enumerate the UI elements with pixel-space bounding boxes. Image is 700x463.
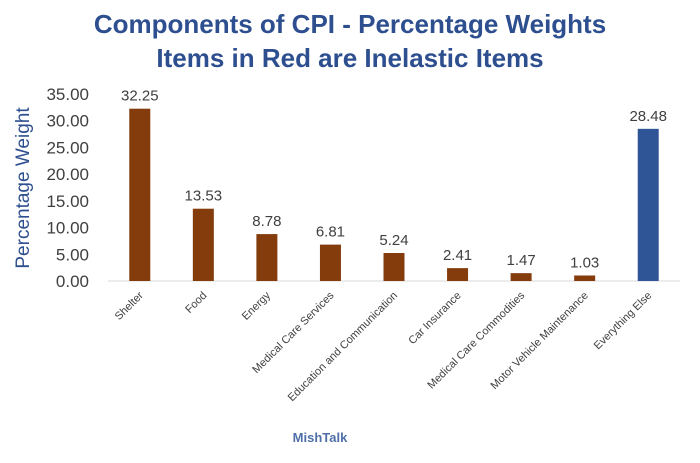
data-label: 1.47	[507, 252, 536, 269]
data-label: 5.24	[379, 232, 408, 249]
y-tick-label: 5.00	[56, 245, 89, 264]
bar	[256, 234, 278, 281]
data-label: 13.53	[185, 188, 223, 205]
bar	[574, 275, 596, 281]
y-tick-label: 0.00	[56, 272, 89, 291]
source-label: MishTalk	[292, 430, 348, 445]
data-label: 6.81	[316, 224, 345, 241]
data-label: 32.25	[121, 88, 159, 105]
category-label: Car Insurance	[406, 290, 463, 347]
y-tick-label: 15.00	[46, 192, 89, 211]
bar	[383, 253, 405, 281]
y-tick-label: 10.00	[46, 219, 89, 238]
category-label: Food	[183, 290, 209, 316]
bar	[319, 244, 341, 281]
chart-title: Components of CPI - Percentage Weights	[93, 9, 607, 39]
data-label: 1.03	[570, 254, 599, 271]
y-tick-label: 25.00	[46, 138, 89, 157]
data-label: 8.78	[252, 213, 281, 230]
category-label: Energy	[240, 289, 273, 322]
bar	[510, 273, 532, 281]
bar	[447, 268, 469, 281]
bar	[192, 208, 214, 281]
bars	[129, 108, 659, 281]
y-tick-label: 30.00	[46, 112, 89, 131]
category-label: Everything Else	[592, 290, 655, 353]
y-axis-label: Percentage Weight	[13, 107, 34, 269]
y-axis-ticks: 0.00 5.00 10.00 15.00 20.00 25.00 30.00 35.00	[46, 85, 89, 291]
data-label: 28.48	[629, 108, 667, 125]
bar	[637, 128, 659, 281]
category-label: Shelter	[113, 289, 146, 322]
y-tick-label: 35.00	[46, 85, 89, 104]
category-label: Education and Communication	[286, 290, 400, 404]
y-tick-label: 20.00	[46, 165, 89, 184]
data-labels: 32.25 13.53 8.78 6.81 5.24 2.41 1.47 1.03 28.48	[121, 88, 667, 272]
data-label: 2.41	[443, 247, 472, 264]
chart-subtitle: Items in Red are Inelastic Items	[156, 43, 544, 73]
bar	[129, 108, 151, 281]
